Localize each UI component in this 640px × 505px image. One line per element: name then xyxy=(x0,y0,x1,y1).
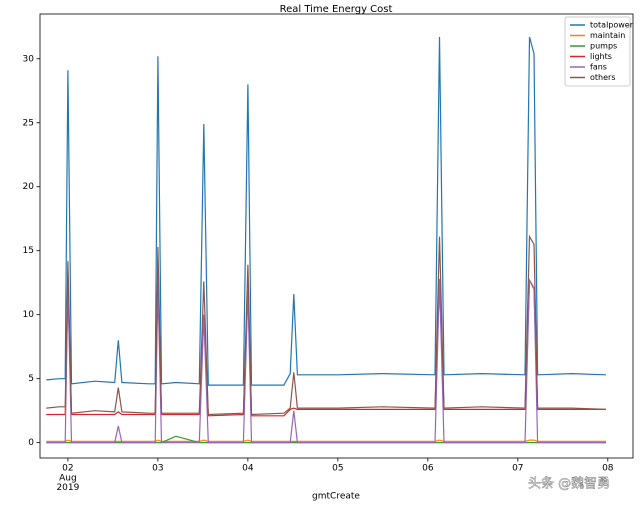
chart-title: Real Time Energy Cost xyxy=(280,4,393,15)
legend-label: pumps xyxy=(590,42,617,51)
y-tick-label: 0 xyxy=(28,438,34,448)
x-tick-sublabel: 2019 xyxy=(56,483,79,493)
x-tick-label: 08 xyxy=(602,464,614,474)
legend-label: fans xyxy=(590,63,607,72)
series-line xyxy=(46,439,606,442)
legend-label: others xyxy=(590,73,615,82)
y-tick-label: 25 xyxy=(23,118,34,128)
series-line xyxy=(46,277,606,444)
y-tick-label: 5 xyxy=(28,374,34,384)
y-tick-label: 10 xyxy=(23,310,35,320)
legend-label: totalpower xyxy=(590,21,634,30)
legend-box xyxy=(564,16,631,87)
y-tick-label: 20 xyxy=(23,182,35,192)
x-axis-label: gmtCreate xyxy=(312,492,360,502)
x-tick-label: 05 xyxy=(332,464,343,474)
x-tick-label: 07 xyxy=(512,464,523,474)
y-tick-label: 30 xyxy=(23,54,35,64)
x-tick-label: 02 xyxy=(62,464,73,474)
legend-label: lights xyxy=(590,52,612,61)
x-tick-label: 03 xyxy=(152,464,163,474)
plot-area xyxy=(39,13,634,459)
series-line xyxy=(46,234,607,416)
series-line xyxy=(46,36,607,386)
x-tick-label: 06 xyxy=(422,464,434,474)
x-tick-sublabel: Aug xyxy=(59,474,77,484)
x-tick-label: 04 xyxy=(242,464,254,474)
watermark: 头条 @魏智勇 xyxy=(528,476,610,492)
y-tick-label: 15 xyxy=(23,246,34,256)
legend-label: maintain xyxy=(590,31,625,40)
